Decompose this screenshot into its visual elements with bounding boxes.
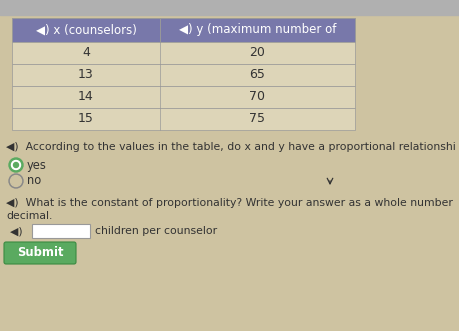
Text: ◀︎)  What is the constant of proportionality? Write your answer as a whole numbe: ◀︎) What is the constant of proportional… xyxy=(6,198,452,208)
Circle shape xyxy=(11,161,21,169)
FancyBboxPatch shape xyxy=(4,242,76,264)
Text: 20: 20 xyxy=(249,46,265,60)
Text: 13: 13 xyxy=(78,69,94,81)
Bar xyxy=(12,86,354,108)
Text: children per counselor: children per counselor xyxy=(95,226,217,236)
Circle shape xyxy=(9,174,23,188)
Text: ◀︎) y (maximum number of: ◀︎) y (maximum number of xyxy=(179,24,336,36)
Text: 4: 4 xyxy=(82,46,90,60)
Text: ◀︎)  According to the values in the table, do x and y have a proportional relati: ◀︎) According to the values in the table… xyxy=(6,142,455,152)
Text: 15: 15 xyxy=(78,113,94,125)
Text: ◀︎): ◀︎) xyxy=(10,226,22,236)
Text: ◀︎) x (counselors): ◀︎) x (counselors) xyxy=(35,24,136,36)
Circle shape xyxy=(11,175,22,186)
Bar xyxy=(12,18,354,42)
Text: 75: 75 xyxy=(249,113,265,125)
Bar xyxy=(12,64,354,86)
Text: 70: 70 xyxy=(249,90,265,104)
Text: Submit: Submit xyxy=(17,247,63,260)
Bar xyxy=(12,42,354,64)
Text: no: no xyxy=(27,174,41,187)
Circle shape xyxy=(13,163,18,167)
Text: decimal.: decimal. xyxy=(6,211,52,221)
Bar xyxy=(0,0,459,15)
Bar xyxy=(32,224,90,238)
Bar xyxy=(12,108,354,130)
Text: yes: yes xyxy=(27,159,47,171)
Text: 14: 14 xyxy=(78,90,94,104)
Text: 65: 65 xyxy=(249,69,265,81)
Circle shape xyxy=(9,158,23,172)
